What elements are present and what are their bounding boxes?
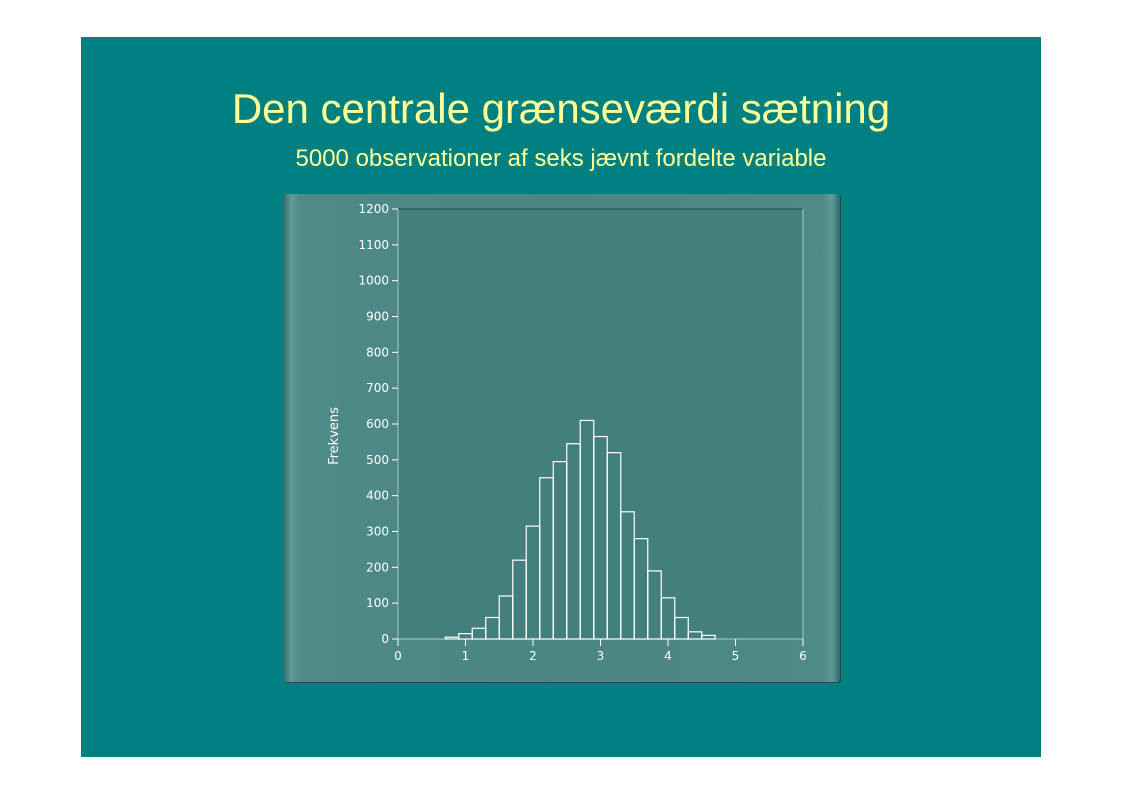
y-tick-label: 400 bbox=[366, 489, 389, 503]
y-tick-label: 700 bbox=[366, 381, 389, 395]
slide-title: Den centrale grænseværdi sætning bbox=[231, 85, 891, 132]
x-tick-label: 6 bbox=[799, 649, 807, 663]
x-tick-label: 1 bbox=[462, 649, 470, 663]
slide: Den centrale grænseværdi sætning 5000 ob… bbox=[81, 37, 1041, 757]
x-tick-label: 3 bbox=[597, 649, 605, 663]
y-tick-label: 1100 bbox=[358, 238, 389, 252]
y-tick-label: 800 bbox=[366, 345, 389, 359]
y-tick-label: 1000 bbox=[358, 274, 389, 288]
x-tick-label: 2 bbox=[529, 649, 537, 663]
y-tick-label: 0 bbox=[381, 632, 389, 646]
y-tick-label: 900 bbox=[366, 310, 389, 324]
y-tick-label: 600 bbox=[366, 417, 389, 431]
x-tick-label: 5 bbox=[732, 649, 740, 663]
y-tick-label: 1200 bbox=[358, 202, 389, 216]
y-axis-label: Frekvens bbox=[327, 407, 342, 465]
y-tick-label: 300 bbox=[366, 525, 389, 539]
histogram-bar bbox=[674, 616, 689, 640]
x-tick-label: 0 bbox=[394, 649, 402, 663]
x-tick-label: 4 bbox=[664, 649, 672, 663]
chart-panel: 0 100 200 300 400 500 600 700 800 900 1000 1100 1200… bbox=[283, 194, 840, 682]
y-tick-label: 500 bbox=[366, 453, 389, 467]
slide-subtitle: 5000 observationer af seks jævnt fordelt… bbox=[295, 145, 827, 172]
histogram-bar bbox=[701, 634, 716, 640]
y-tick-label: 200 bbox=[366, 560, 389, 574]
histogram-chart: 0 100 200 300 400 500 600 700 800 900 1000 1100 1200… bbox=[327, 202, 807, 663]
y-tick-label: 100 bbox=[366, 596, 389, 610]
plot-area bbox=[398, 209, 803, 639]
